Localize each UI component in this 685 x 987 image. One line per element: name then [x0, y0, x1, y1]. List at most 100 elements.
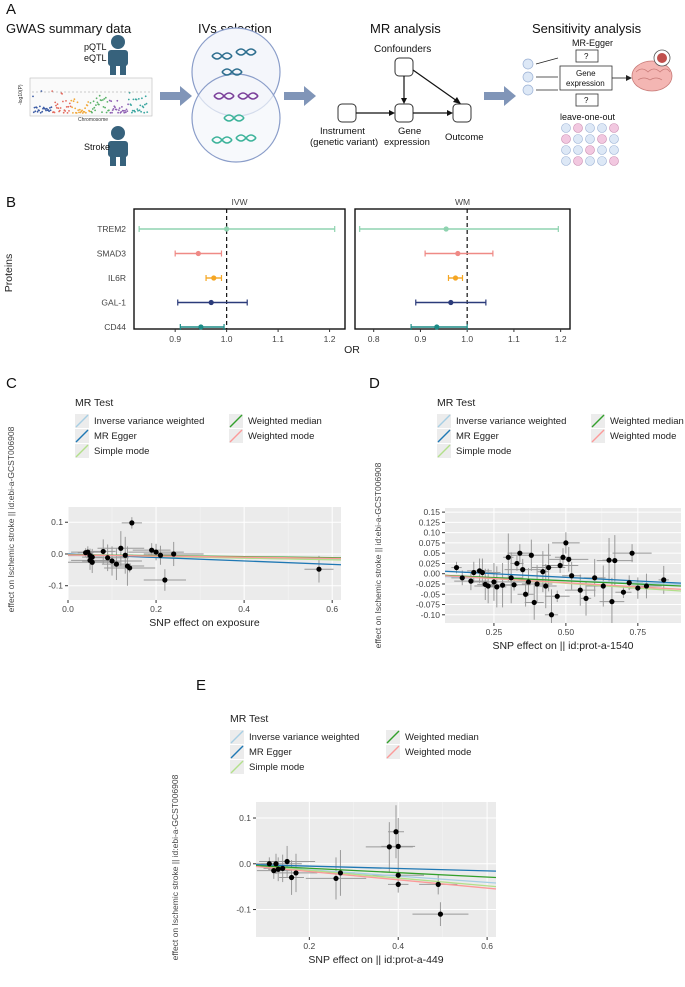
legend-swatch: [437, 414, 451, 428]
loo-cell: [573, 123, 583, 133]
legend-item: Simple mode: [249, 762, 304, 773]
x-tick-label: 0.2: [303, 941, 315, 951]
panel-a-letter: A: [6, 1, 16, 18]
data-point: [569, 573, 575, 579]
data-point: [548, 612, 555, 618]
x-tick-label: 0.4: [238, 604, 250, 614]
forest-tick-label: 1.0: [221, 334, 233, 344]
legend-item: Inverse variance weighted: [249, 732, 359, 743]
loo-cell: [573, 134, 583, 144]
forest-point: [448, 299, 454, 306]
manhattan-dot: [125, 108, 128, 111]
dna-icon: [235, 134, 257, 142]
legend-item: Inverse variance weighted: [94, 416, 204, 427]
data-point: [560, 554, 566, 560]
manhattan-dot: [41, 110, 44, 113]
data-point: [435, 881, 441, 887]
step-mr-title: MR analysis: [370, 21, 441, 36]
regression-line: [444, 575, 682, 590]
manhattan-dot: [62, 100, 64, 103]
manhattan-dot: [141, 97, 143, 100]
manhattan-plot: -log10(P) Chromosome: [18, 77, 153, 123]
data-point: [280, 865, 286, 871]
loo-cell: [609, 134, 619, 144]
manhattan-dot: [62, 111, 65, 114]
manhattan-dot: [94, 109, 96, 112]
x-tick-label: 0.2: [150, 604, 162, 614]
y-tick-label: -0.1: [48, 581, 63, 591]
mr-dag: Confounders Instrument (genetic variant)…: [310, 44, 484, 148]
regression-line: [255, 864, 497, 879]
loo-cell: [585, 145, 595, 155]
dna-icon: [221, 68, 243, 76]
manhattan-dot: [55, 104, 57, 107]
data-point: [592, 575, 598, 581]
person-icon-top: [108, 35, 128, 75]
legend-swatch: [75, 444, 89, 458]
mr-egger-label: MR-Egger: [572, 38, 613, 48]
legend-swatch: [591, 414, 605, 428]
regression-line: [255, 865, 497, 890]
loo-cell: [597, 156, 607, 166]
data-point: [520, 567, 526, 573]
forest-point: [443, 226, 449, 232]
loo-cell: [561, 123, 571, 133]
manhattan-dot: [121, 106, 123, 108]
manhattan-dot: [86, 104, 89, 107]
y-tick-label: -0.10: [421, 610, 441, 620]
panel-c-scatter: C MR Test Inverse variance weighted MR Egg…: [6, 375, 342, 629]
manhattan-dot: [67, 105, 70, 108]
data-point: [275, 866, 281, 872]
panel-e-scatter: E MR Test Inverse variance weighted MR Egg…: [170, 677, 497, 966]
y-tick-label: -0.1: [236, 905, 251, 915]
gene-sub-label: expression: [384, 137, 430, 148]
data-point: [459, 575, 465, 581]
data-point: [609, 599, 615, 605]
manhattan-dot: [146, 111, 149, 113]
manhattan-dot: [136, 108, 139, 110]
loo-cell: [561, 134, 571, 144]
arrow-icon: [484, 86, 516, 106]
data-point: [517, 550, 523, 556]
data-point: [89, 559, 95, 565]
data-point: [557, 562, 563, 569]
data-point: [453, 564, 460, 571]
manhattan-dot: [124, 109, 126, 112]
data-point: [522, 591, 529, 597]
manhattan-dot: [140, 110, 143, 113]
legend-item: Simple mode: [94, 446, 149, 457]
x-tick-label: 0.6: [481, 941, 493, 951]
forest-frame: [133, 208, 346, 330]
manhattan-dot: [96, 101, 99, 104]
y-tick-label: 0.0: [239, 859, 251, 869]
legend-item: Simple mode: [456, 446, 511, 457]
data-point: [563, 540, 569, 546]
manhattan-dot: [39, 111, 42, 114]
y-tick-label: 0.05: [423, 548, 440, 558]
data-point: [643, 583, 650, 589]
manhattan-dot: [34, 110, 37, 113]
data-point: [153, 549, 159, 555]
manhattan-dot: [100, 99, 103, 102]
data-point: [271, 868, 277, 874]
forest-protein-label: SMAD3: [97, 249, 127, 259]
manhattan-dot: [39, 105, 41, 108]
y-tick-label: 0.1: [51, 517, 63, 527]
data-point: [499, 582, 506, 588]
data-point: [531, 599, 537, 606]
manhattan-dot: [128, 91, 131, 94]
dna-icon: [223, 114, 245, 122]
legend-swatch: [75, 429, 89, 443]
forest-point: [452, 275, 459, 281]
data-point: [149, 547, 155, 553]
forest-point: [434, 324, 440, 330]
manhattan-dot: [32, 95, 34, 98]
dna-icon: [211, 136, 233, 144]
loo-cell: [597, 134, 607, 144]
manhattan-dot: [88, 110, 91, 113]
legend-swatch: [229, 429, 243, 443]
manhattan-dot: [139, 104, 142, 107]
arrow-icon: [160, 86, 192, 106]
manhattan-dot: [137, 98, 140, 100]
y-tick-label: 0.00: [423, 569, 440, 579]
